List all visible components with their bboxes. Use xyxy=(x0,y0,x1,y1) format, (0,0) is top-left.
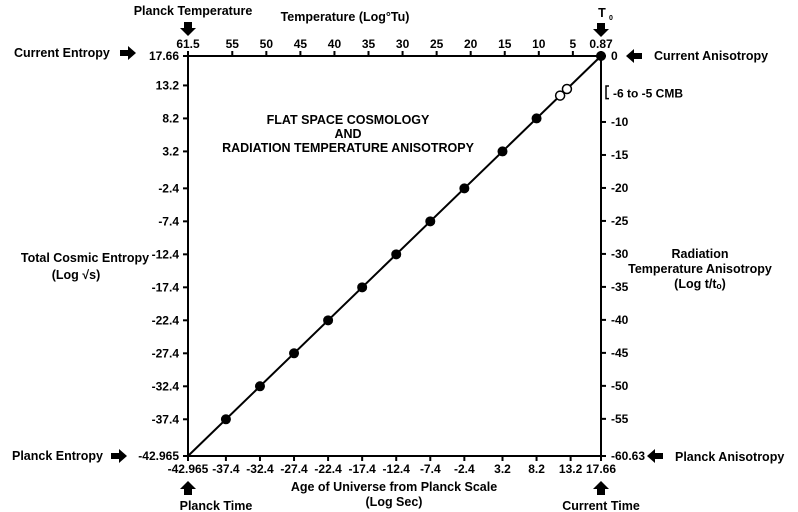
right-tick-label: -55 xyxy=(611,412,629,426)
arrow-down-icon xyxy=(593,23,609,37)
right-axis-label: (Log t/tₒ) xyxy=(674,277,726,291)
x-tick-label: -2.4 xyxy=(454,462,475,476)
planck-time-label: Planck Time xyxy=(180,499,253,512)
top-tick-label: 25 xyxy=(430,37,444,51)
x-axis-label: Age of Universe from Planck Scale xyxy=(291,480,497,494)
top-tick-label: 10 xyxy=(532,37,546,51)
data-point-filled xyxy=(459,183,470,194)
data-point-filled xyxy=(254,381,265,392)
data-point-filled xyxy=(391,249,402,260)
arrow-right-icon xyxy=(120,46,136,60)
top-tick-label: 15 xyxy=(498,37,512,51)
arrow-left-icon xyxy=(626,49,642,63)
data-point-filled xyxy=(357,282,368,293)
top-tick-label: 50 xyxy=(260,37,274,51)
data-point-open xyxy=(561,83,573,95)
top-tick-label: 40 xyxy=(328,37,342,51)
top-axis-label: Temperature (Log°Tu) xyxy=(281,10,410,24)
y-tick-label: 8.2 xyxy=(162,111,179,125)
right-tick-label: -50 xyxy=(611,379,629,393)
arrow-right-icon xyxy=(111,449,127,463)
top-tick-label: 55 xyxy=(226,37,240,51)
x-tick-label: -17.4 xyxy=(348,462,376,476)
data-point-filled xyxy=(220,414,231,425)
arrow-down-icon xyxy=(180,22,196,36)
data-point-filled xyxy=(596,51,606,61)
right-tick-label: -40 xyxy=(611,313,629,327)
y-tick-label: -22.4 xyxy=(152,313,180,327)
right-tick-label: -45 xyxy=(611,346,629,360)
x-tick-label: -7.4 xyxy=(420,462,441,476)
right-tick-label: -35 xyxy=(611,280,629,294)
data-point-filled xyxy=(497,146,508,157)
y-tick-label: -27.4 xyxy=(152,346,180,360)
y-tick-label: -2.4 xyxy=(158,181,179,195)
right-tick-label: -25 xyxy=(611,214,629,228)
chart-title-line: RADIATION TEMPERATURE ANISOTROPY xyxy=(222,141,475,155)
current-time-label: Current Time xyxy=(562,499,640,512)
x-tick-label: 17.66 xyxy=(586,462,616,476)
arrow-up-icon xyxy=(593,481,609,495)
current-anisotropy-label: Current Anisotropy xyxy=(654,49,768,63)
right-tick-label: -15 xyxy=(611,148,629,162)
planck-entropy-label: Planck Entropy xyxy=(12,449,103,463)
x-tick-label: -32.4 xyxy=(246,462,274,476)
y-tick-label: 17.66 xyxy=(149,49,179,63)
left-axis-label-unit: (Log √s) xyxy=(52,268,101,282)
top-tick-label: 61.5 xyxy=(176,37,200,51)
left-axis-label: Total Cosmic Entropy xyxy=(21,251,149,265)
top-tick-label: 30 xyxy=(396,37,410,51)
x-tick-label: -37.4 xyxy=(212,462,240,476)
cmb-bracket-label: -6 to -5 CMB xyxy=(613,86,683,100)
x-tick-label: -27.4 xyxy=(280,462,308,476)
x-tick-label: 3.2 xyxy=(494,462,511,476)
cmb-bracket xyxy=(605,85,609,100)
data-point-filled xyxy=(531,113,542,124)
y-tick-label: 3.2 xyxy=(162,144,179,158)
y-tick-label: -7.4 xyxy=(158,214,179,228)
right-tick-label: -30 xyxy=(611,247,629,261)
arrow-left-icon xyxy=(647,449,663,463)
x-tick-label: 8.2 xyxy=(528,462,545,476)
right-axis-label: Radiation xyxy=(672,247,729,261)
y-tick-label: -42.965 xyxy=(138,449,179,463)
x-tick-label: -12.4 xyxy=(383,462,411,476)
data-point-filled xyxy=(323,315,334,326)
top-tick-label: 5 xyxy=(570,37,577,51)
y-tick-label: -32.4 xyxy=(152,379,180,393)
planck-anisotropy-label: Planck Anisotropy xyxy=(675,450,784,464)
top-tick-label: 45 xyxy=(294,37,308,51)
x-tick-label: -22.4 xyxy=(314,462,342,476)
right-tick-label: -60.63 xyxy=(611,449,645,463)
x-tick-label: 13.2 xyxy=(559,462,583,476)
x-axis-label: (Log Sec) xyxy=(366,495,423,509)
data-point-filled xyxy=(289,348,300,359)
chart-title-line: AND xyxy=(334,127,361,141)
right-tick-label: -10 xyxy=(611,115,629,129)
x-tick-label: -42.965 xyxy=(168,462,209,476)
right-tick-label: -20 xyxy=(611,181,629,195)
y-tick-label: 13.2 xyxy=(156,78,180,92)
current-entropy-label: Current Entropy xyxy=(14,46,110,60)
top-tick-label: 0.87 xyxy=(589,37,613,51)
chart-title-line: FLAT SPACE COSMOLOGY xyxy=(267,113,430,127)
t0-label: T xyxy=(598,6,606,20)
y-tick-label: -37.4 xyxy=(152,412,180,426)
right-axis-label: Temperature Anisotropy xyxy=(628,262,772,276)
planck-temperature-label: Planck Temperature xyxy=(134,4,253,18)
t0-subscript: 0 xyxy=(609,15,613,22)
top-tick-label: 35 xyxy=(362,37,376,51)
data-point-filled xyxy=(425,216,436,227)
y-tick-label: -12.4 xyxy=(152,247,180,261)
data-point-open xyxy=(554,90,566,101)
arrow-up-icon xyxy=(180,481,196,495)
top-tick-label: 20 xyxy=(464,37,478,51)
right-tick-label: 0 xyxy=(611,49,618,63)
y-tick-label: -17.4 xyxy=(152,280,180,294)
